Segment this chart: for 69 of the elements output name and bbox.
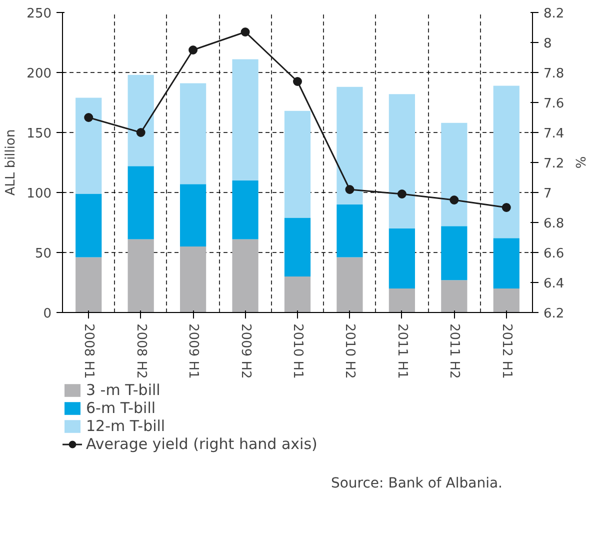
bar — [388, 288, 415, 312]
x-tick-label: 2009 H1 — [186, 324, 201, 379]
bar — [232, 239, 258, 312]
bar — [128, 74, 154, 166]
bar — [284, 110, 311, 218]
bar — [493, 238, 520, 288]
x-tick-label: 2011 H2 — [446, 324, 462, 379]
y-tick-label: 0 — [43, 306, 52, 322]
point — [293, 77, 302, 86]
y2-tick-label: 6.2 — [544, 306, 564, 322]
bar — [232, 180, 258, 240]
point — [345, 185, 354, 194]
bar — [336, 86, 363, 204]
y2-tick-label: 6.6 — [544, 246, 564, 262]
bar — [180, 184, 206, 246]
y2-tick-label: 7.4 — [544, 126, 564, 142]
point — [188, 46, 198, 54]
x-tick-label: 2012 H1 — [498, 324, 514, 379]
bar — [441, 122, 468, 226]
bar — [441, 280, 468, 312]
legend-label: 3 -m T-bill — [86, 381, 160, 399]
bar — [388, 94, 415, 228]
bar — [128, 166, 154, 240]
y-axis-title: ALL billion — [4, 129, 19, 196]
y-tick-label: 100 — [26, 186, 52, 202]
legend-label: Average yield (right hand axis) — [86, 435, 318, 453]
x-tick-label: 2008 H1 — [81, 324, 96, 379]
point — [450, 196, 459, 204]
y-tick-label: 200 — [26, 66, 52, 82]
source-note: Source: Bank of Albania. — [330, 476, 503, 492]
x-tick-label: 2010 H2 — [342, 324, 358, 379]
y-tick-label: 250 — [26, 6, 52, 22]
x-tick-label: 2009 H2 — [238, 324, 253, 379]
point — [502, 203, 511, 212]
bar — [76, 194, 102, 258]
bar — [493, 86, 520, 238]
y2-tick-label: 7.6 — [544, 96, 564, 112]
y2-tick-label: 6.8 — [544, 216, 564, 232]
bar — [441, 226, 468, 280]
bar — [336, 257, 363, 312]
point — [397, 190, 406, 198]
bar — [180, 83, 206, 184]
bar — [284, 218, 311, 276]
bar — [493, 288, 520, 312]
point — [84, 113, 94, 122]
y-tick-label: 50 — [34, 246, 52, 262]
y2-tick-label: 7.2 — [544, 156, 564, 172]
bar — [128, 239, 154, 312]
x-tick-label: 2010 H1 — [290, 324, 305, 379]
y2-tick-label: 8 — [544, 36, 552, 52]
y2-axis-title: % — [572, 156, 588, 169]
bar — [336, 204, 363, 258]
bar — [180, 246, 206, 312]
x-tick-label: 2011 H1 — [394, 324, 410, 379]
y2-tick-label: 7.8 — [544, 66, 564, 82]
bar — [284, 276, 311, 312]
point — [136, 128, 146, 137]
bar — [232, 59, 258, 180]
x-tick-label: 2008 H2 — [133, 324, 148, 379]
bar — [76, 257, 102, 312]
y2-tick-label: 8.2 — [544, 6, 564, 22]
legend-label: 6-m T-bill — [86, 399, 156, 417]
legend-label: 12-m T-bill — [86, 417, 166, 435]
bar — [388, 228, 415, 288]
point — [240, 28, 250, 36]
y-tick-label: 150 — [26, 126, 52, 142]
y2-tick-label: 7 — [544, 186, 552, 202]
y2-tick-label: 6.4 — [544, 276, 564, 292]
bar — [76, 98, 102, 194]
